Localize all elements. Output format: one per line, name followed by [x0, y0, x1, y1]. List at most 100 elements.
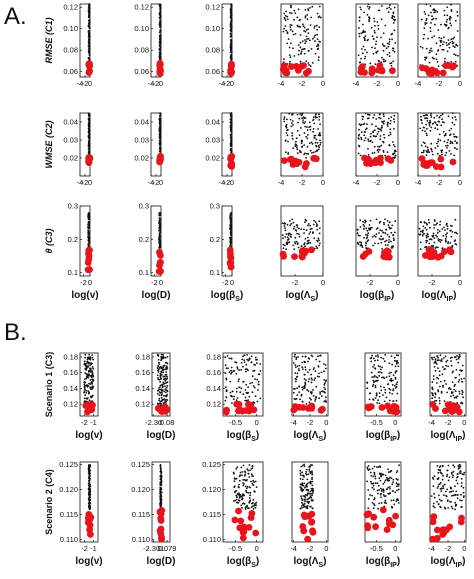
data-point-black [288, 54, 291, 57]
data-point-black [281, 222, 284, 225]
data-point-black [161, 386, 164, 389]
y-tick-label: 0.2 [210, 235, 220, 244]
data-point-black [230, 122, 232, 125]
x-tick-label: 0 [230, 178, 234, 187]
data-point-black [84, 378, 86, 380]
data-point-black [378, 374, 381, 377]
data-point-black [292, 227, 295, 230]
subplot-A-r1-c2: 0.060.080.100.12-4-2 0 [134, 3, 165, 88]
data-point-black [380, 502, 383, 504]
x-axis-label-subscript: S [318, 436, 323, 443]
data-point-black [459, 463, 461, 466]
y-tick-label: 0.120 [131, 485, 150, 494]
data-point-black [159, 244, 162, 246]
data-point-black [319, 141, 322, 144]
data-point-black [318, 360, 321, 363]
data-point-black [431, 235, 434, 238]
data-point-black [441, 153, 443, 156]
x-tick-label: 0 [393, 544, 397, 553]
data-point-black [317, 56, 320, 59]
data-point-black [157, 354, 160, 357]
y-tick-label: 0.03 [63, 136, 78, 145]
data-point-black [294, 380, 297, 383]
data-point-black [433, 506, 436, 509]
data-point-black [293, 398, 296, 400]
data-point-black [364, 49, 366, 51]
data-point-black [360, 136, 362, 139]
data-point-black [310, 470, 313, 473]
data-point-black [440, 23, 442, 26]
x-tick-label: 0 [230, 79, 234, 88]
data-point-black [372, 116, 375, 119]
data-point-black [298, 117, 301, 120]
data-point-black [250, 473, 253, 476]
data-point-black [311, 507, 314, 510]
data-point-black [290, 4, 292, 7]
data-point-black [390, 240, 392, 243]
data-point-black [303, 117, 306, 120]
data-point-black [307, 62, 310, 64]
data-point-black [376, 127, 379, 130]
data-point-black [360, 57, 362, 60]
data-point-black [324, 400, 327, 403]
data-point-black [235, 390, 238, 393]
data-point-black [442, 386, 444, 388]
data-point-black [226, 355, 229, 357]
data-point-black [356, 232, 359, 235]
data-point-black [251, 381, 254, 384]
data-point-black [158, 135, 161, 138]
data-point-black [246, 468, 249, 470]
data-point-black [301, 388, 304, 391]
data-point-black [160, 353, 163, 356]
data-point-black [439, 223, 441, 226]
data-point-black [230, 372, 232, 375]
data-point-black [306, 134, 309, 136]
data-point-black [252, 475, 255, 477]
data-point-black [229, 12, 232, 15]
data-point-black [306, 478, 309, 481]
data-point-black [283, 222, 286, 225]
data-point-black [373, 473, 376, 476]
data-point-black [383, 386, 385, 389]
data-point-black [451, 476, 454, 479]
data-point-black [451, 117, 454, 119]
data-point-black [386, 125, 389, 128]
data-point-black [385, 502, 387, 505]
data-point-black [242, 479, 245, 481]
data-point-black [373, 357, 375, 360]
data-point-black [434, 360, 437, 363]
data-point-red [87, 401, 95, 408]
data-point-black [284, 227, 286, 229]
data-point-black [286, 31, 289, 34]
data-point-red [422, 65, 430, 72]
data-point-black [380, 492, 382, 495]
data-point-black [298, 391, 301, 393]
data-point-black [449, 242, 452, 244]
data-point-black [225, 396, 228, 399]
data-point-black [247, 472, 250, 475]
data-point-black [312, 118, 315, 121]
data-point-black [294, 228, 297, 231]
data-point-black [454, 116, 456, 118]
axes-frame [222, 461, 264, 543]
data-point-black [230, 147, 232, 150]
data-point-black [229, 243, 232, 246]
data-point-black [233, 477, 236, 480]
data-point-black [165, 371, 168, 373]
data-point-black [367, 3, 370, 6]
data-point-black [371, 236, 374, 238]
data-point-black [163, 394, 165, 397]
data-point-black [437, 229, 439, 231]
data-point-black [424, 23, 427, 26]
data-point-black [83, 390, 86, 392]
data-point-black [358, 19, 361, 22]
data-point-black [362, 23, 364, 26]
data-point-black [89, 483, 91, 485]
data-point-black [441, 478, 444, 481]
data-point-black [389, 389, 392, 391]
data-point-black [296, 147, 298, 149]
data-point-black [294, 353, 296, 356]
data-point-black [389, 379, 391, 382]
axes-frame [364, 461, 402, 543]
data-point-black [88, 16, 90, 19]
